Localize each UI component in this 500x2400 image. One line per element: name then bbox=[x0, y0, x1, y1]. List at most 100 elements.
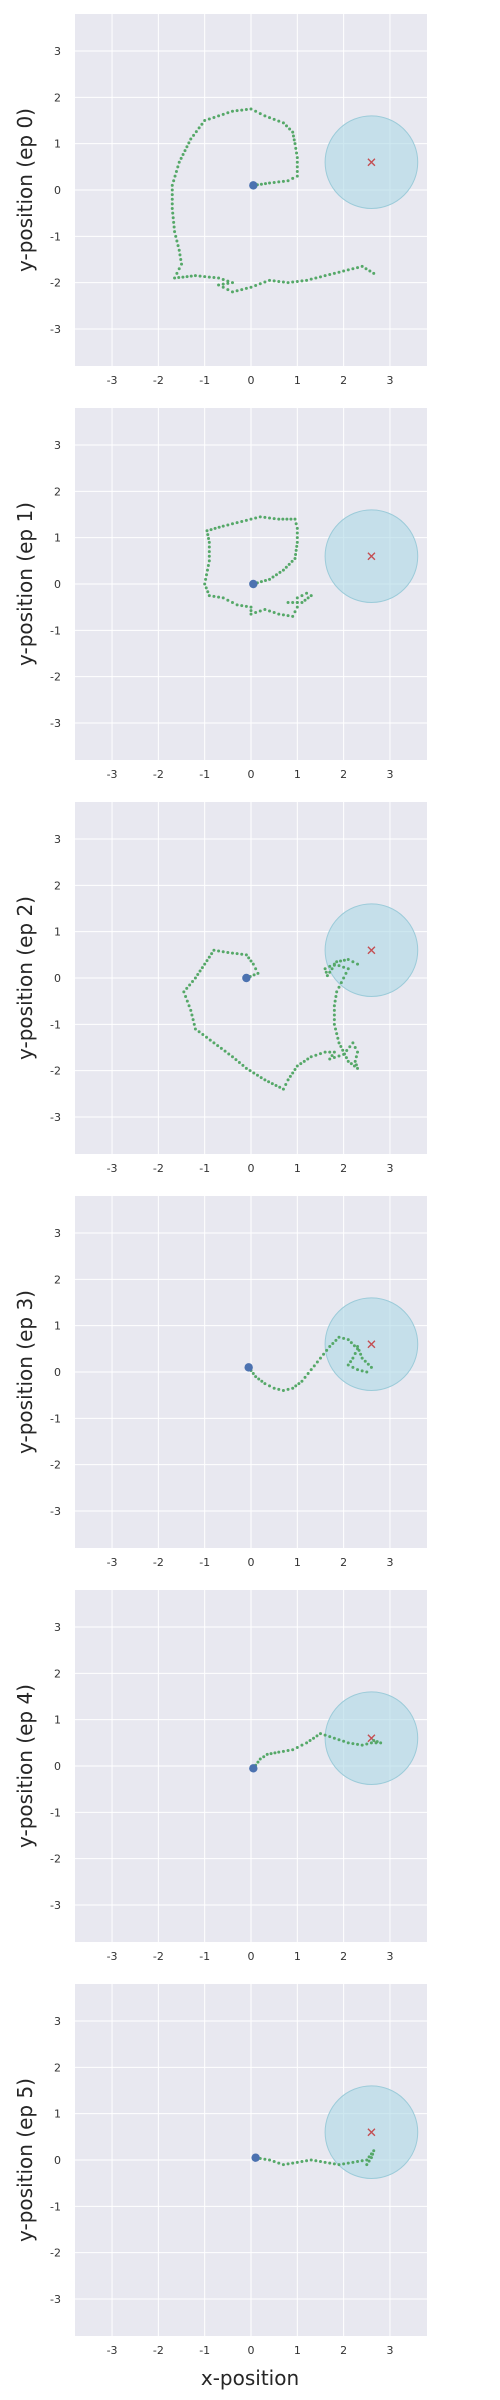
trajectory-point bbox=[356, 1368, 360, 1372]
trajectory-point bbox=[193, 1027, 197, 1031]
trajectory-point bbox=[173, 230, 177, 234]
trajectory-point bbox=[281, 179, 285, 183]
trajectory-point bbox=[205, 959, 209, 963]
trajectory-point bbox=[206, 563, 210, 567]
trajectory-point bbox=[335, 960, 339, 964]
trajectory-point bbox=[332, 1004, 336, 1008]
trajectory-point bbox=[248, 1069, 252, 1073]
trajectory-point bbox=[295, 174, 299, 178]
trajectory-point bbox=[281, 1087, 285, 1091]
y-tick-label: -1 bbox=[50, 1018, 61, 1031]
trajectory bbox=[182, 948, 360, 1091]
trajectory-point bbox=[356, 266, 360, 270]
x-tick-label: -2 bbox=[153, 374, 164, 387]
trajectory-point bbox=[314, 2159, 318, 2163]
trajectory-point bbox=[309, 594, 313, 598]
trajectory-point bbox=[265, 1752, 269, 1756]
trajectory-point bbox=[295, 2160, 299, 2164]
trajectory-point bbox=[208, 1038, 212, 1042]
x-tick-label: 1 bbox=[294, 768, 301, 781]
trajectory-point bbox=[226, 281, 230, 285]
trajectory-point bbox=[284, 1083, 288, 1087]
x-tick-label: -1 bbox=[199, 2344, 210, 2357]
trajectory-point bbox=[172, 220, 176, 224]
x-tick-label: 0 bbox=[248, 1162, 255, 1175]
trajectory-point bbox=[171, 216, 175, 220]
x-tick-label: 3 bbox=[386, 1950, 393, 1963]
trajectory-point bbox=[330, 1054, 334, 1058]
x-tick-label: 0 bbox=[248, 374, 255, 387]
trajectory-point bbox=[249, 612, 253, 616]
goal-marker bbox=[367, 158, 376, 167]
trajectory-point bbox=[360, 1743, 364, 1747]
trajectory-point bbox=[192, 133, 196, 137]
trajectory-point bbox=[180, 262, 184, 266]
trajectory-point bbox=[356, 1066, 360, 1070]
trajectory-point bbox=[170, 207, 174, 211]
trajectory-point bbox=[206, 533, 210, 537]
trajectory bbox=[251, 1732, 383, 1770]
trajectory-point bbox=[312, 1736, 316, 1740]
trajectory-point bbox=[170, 193, 174, 197]
trajectory-point bbox=[295, 169, 299, 173]
trajectory-point bbox=[293, 1067, 297, 1071]
trajectory-point bbox=[277, 279, 281, 283]
trajectory-point bbox=[244, 286, 248, 290]
trajectory-point bbox=[221, 282, 225, 286]
y-tick-label: 3 bbox=[54, 2015, 61, 2028]
y-tick-label: -1 bbox=[50, 624, 61, 637]
trajectory-point bbox=[221, 112, 225, 116]
trajectory-point bbox=[367, 2159, 371, 2163]
trajectory-point bbox=[281, 1389, 285, 1393]
x-tick-label: -3 bbox=[107, 2344, 118, 2357]
trajectory-point bbox=[207, 554, 211, 558]
y-tick-label: -3 bbox=[50, 717, 61, 730]
trajectory-point bbox=[356, 1050, 360, 1054]
trajectory-point bbox=[337, 964, 341, 968]
trajectory-point bbox=[285, 124, 289, 128]
start-point bbox=[249, 579, 258, 589]
x-axis-label: x-position bbox=[201, 2366, 299, 2390]
trajectory-point bbox=[335, 990, 339, 994]
trajectory-point bbox=[367, 2155, 371, 2159]
trajectory-point bbox=[371, 2152, 375, 2156]
y-tick-label: -2 bbox=[50, 671, 61, 684]
trajectory-point bbox=[277, 1750, 281, 1754]
trajectory-point bbox=[349, 1341, 353, 1345]
trajectory-point bbox=[369, 1365, 373, 1369]
start-point bbox=[249, 1764, 258, 1773]
x-tick-label: -1 bbox=[199, 1162, 210, 1175]
trajectory-point bbox=[204, 577, 208, 581]
trajectory-point bbox=[176, 165, 180, 169]
trajectory-point bbox=[291, 1071, 295, 1075]
trajectory-point bbox=[189, 137, 193, 141]
trajectory-point bbox=[205, 573, 209, 577]
trajectory-point bbox=[240, 108, 244, 112]
trajectory-point bbox=[268, 516, 272, 520]
trajectory-point bbox=[209, 528, 213, 532]
trajectory-point bbox=[328, 273, 332, 277]
trajectory-point bbox=[189, 274, 193, 278]
trajectory-point bbox=[356, 962, 360, 966]
trajectory-point bbox=[244, 518, 248, 522]
trajectory-point bbox=[286, 281, 290, 285]
trajectory-point bbox=[343, 1052, 347, 1056]
trajectory-point bbox=[212, 276, 216, 280]
x-tick-label: -1 bbox=[199, 1950, 210, 1963]
x-tick-label: 1 bbox=[294, 374, 301, 387]
trajectory-point bbox=[369, 1741, 373, 1745]
trajectory-point bbox=[281, 280, 285, 284]
trajectory-point bbox=[258, 112, 262, 116]
trajectory-point bbox=[198, 969, 202, 973]
trajectory-point bbox=[240, 952, 244, 956]
trajectory-point bbox=[184, 995, 188, 999]
trajectory-point bbox=[268, 609, 272, 613]
trajectory-point bbox=[297, 1382, 301, 1386]
x-tick-label: -1 bbox=[199, 1556, 210, 1569]
trajectory-point bbox=[177, 160, 181, 164]
trajectory-point bbox=[203, 275, 207, 279]
y-tick-label: 2 bbox=[54, 2061, 61, 2074]
trajectory-point bbox=[240, 288, 244, 292]
trajectory-point bbox=[322, 1352, 326, 1356]
trajectory-point bbox=[290, 559, 294, 563]
